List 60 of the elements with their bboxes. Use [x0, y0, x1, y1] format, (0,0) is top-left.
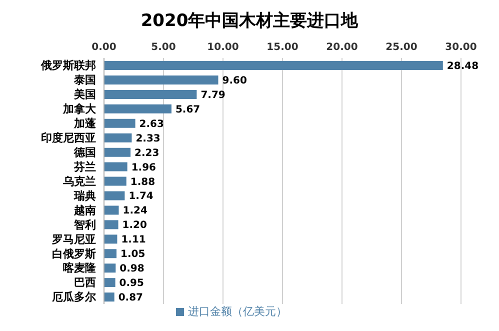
y-tick-label: 白俄罗斯 [52, 247, 96, 260]
y-tick-label: 德国 [73, 146, 96, 159]
data-label: 0.87 [118, 292, 144, 304]
x-tick-label: 10.00 [207, 42, 239, 53]
bar [104, 206, 119, 215]
y-tick-label: 俄罗斯联邦 [40, 59, 96, 72]
data-label: 9.60 [222, 75, 247, 86]
data-label: 1.88 [130, 176, 156, 188]
y-tick-label: 喀麦隆 [63, 262, 96, 275]
chart-title: 2020年中国木材主要进口地 [140, 10, 360, 33]
bar [104, 61, 443, 70]
data-label: 28.48 [446, 61, 479, 72]
bar [104, 133, 132, 142]
data-label: 0.98 [120, 264, 144, 275]
data-label: 1.05 [120, 249, 146, 260]
y-tick-label: 加蓬 [73, 117, 96, 130]
data-label: 5.67 [175, 104, 200, 116]
y-tick-label: 加拿大 [62, 102, 97, 116]
bar [104, 90, 197, 99]
data-label: 1.24 [122, 206, 148, 217]
data-label: 1.74 [128, 191, 154, 202]
y-tick-label: 越南 [73, 204, 96, 217]
data-label: 2.63 [139, 118, 164, 130]
y-tick-label: 泰国 [73, 74, 96, 87]
bar [104, 234, 118, 244]
y-tick-label: 印度尼西亚 [41, 131, 96, 144]
legend-label: 进口金额（亿美元） [188, 305, 287, 318]
bar [104, 176, 126, 186]
y-tick-label: 罗马尼亚 [51, 232, 96, 246]
y-tick-label: 美国 [73, 88, 96, 102]
y-tick-label: 巴西 [74, 276, 96, 290]
data-label: 1.20 [122, 220, 147, 232]
x-tick-label: 20.00 [326, 42, 358, 53]
bar [104, 104, 172, 114]
bar [104, 264, 116, 273]
bar [104, 148, 131, 157]
bar [104, 249, 116, 258]
data-label: 7.79 [200, 90, 226, 101]
x-tick-label: 0.00 [92, 42, 116, 53]
x-tick-label: 15.00 [266, 42, 298, 53]
x-tick-label: 25.00 [386, 42, 418, 53]
bar [104, 118, 136, 128]
y-tick-label: 智利 [73, 218, 96, 232]
data-label: 1.96 [131, 162, 156, 174]
x-tick-label: 5.00 [151, 42, 176, 53]
x-tick-label: 30.00 [445, 42, 477, 53]
bar [104, 191, 125, 200]
y-tick-label: 厄瓜多尔 [51, 290, 97, 304]
data-label: 2.33 [136, 133, 160, 144]
data-label: 0.95 [119, 278, 144, 290]
y-tick-label: 瑞典 [73, 189, 96, 202]
data-label: 2.23 [134, 148, 160, 159]
y-tick-label: 乌克兰 [62, 174, 96, 188]
bar [104, 162, 128, 172]
data-label: 1.11 [121, 234, 146, 246]
bar [104, 220, 118, 230]
bar [104, 75, 218, 84]
bar [104, 292, 114, 302]
bar [104, 278, 116, 288]
y-tick-label: 芬兰 [73, 160, 96, 174]
